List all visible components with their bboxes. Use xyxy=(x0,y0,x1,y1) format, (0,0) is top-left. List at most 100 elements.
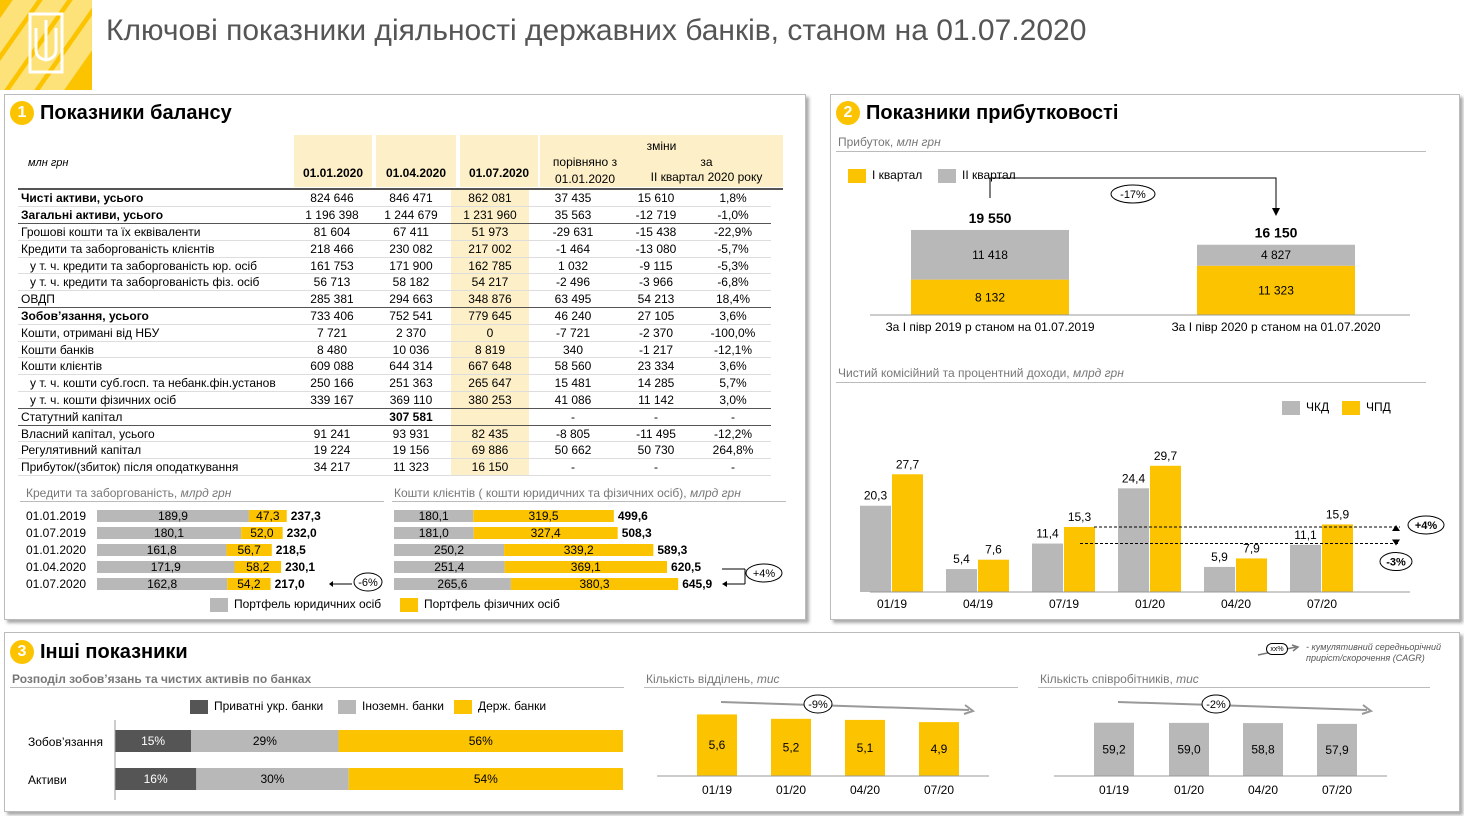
row-label: у т. ч. кошти суб.госп. та небанк.фін.ус… xyxy=(18,374,293,393)
category-label: 07/19 xyxy=(1049,597,1079,611)
bar-label: 47,3 xyxy=(256,509,280,523)
bar-label: 56% xyxy=(469,734,493,748)
table-row: Кошти банків 8 480 10 036 8 819 340 -1 217 -12… xyxy=(18,341,771,359)
bar-label: 20,3 xyxy=(864,489,888,503)
table-row: у т. ч. кредити та заборгованість фіз. о… xyxy=(18,273,771,292)
bar-label: 5,9 xyxy=(1211,550,1228,564)
table-row: у т. ч. кошти фізичних осіб 339 167 369 11… xyxy=(18,391,771,409)
total-label: 508,3 xyxy=(622,526,652,540)
cell-value: 824 646 xyxy=(293,190,371,208)
cell-value: 58 182 xyxy=(371,273,451,292)
cell-value: 50 662 xyxy=(529,441,617,460)
legend-cpd: ЧПД xyxy=(1342,400,1391,415)
category-label: 01.07.2020 xyxy=(26,577,86,591)
row-label: Регулятивний капітал xyxy=(18,441,293,460)
table-row: ОВДП 285 381 294 663 348 876 63 495 54 213 18,… xyxy=(18,290,771,309)
bar-label: 5,2 xyxy=(783,740,800,754)
category-label: 01/20 xyxy=(776,783,806,797)
cell-value: 58 560 xyxy=(529,357,617,376)
bar-label: 11,4 xyxy=(1036,527,1059,541)
bar-label: 15,9 xyxy=(1326,507,1350,521)
bar-label: 327,4 xyxy=(531,526,561,540)
cell-value: 846 471 xyxy=(371,190,451,208)
cmp-date: 01.01.2020 xyxy=(554,172,616,186)
bar-phys xyxy=(227,578,271,590)
bar-segment xyxy=(115,730,192,752)
cell-value: 1,8% xyxy=(695,190,771,208)
bar xyxy=(845,719,885,776)
change-label: +4% xyxy=(1415,520,1438,532)
total-label: 620,5 xyxy=(671,560,701,574)
bar-label: 161,8 xyxy=(147,543,177,557)
cell-value: 67 411 xyxy=(371,223,451,241)
category-label: 01.01.2020 xyxy=(26,543,86,557)
cell-value: 380 253 xyxy=(451,391,529,409)
bar-label: 180,1 xyxy=(154,526,184,540)
trident-icon xyxy=(28,12,64,74)
category-label: 01.01.2019 xyxy=(26,509,86,523)
cell-value: 340 xyxy=(529,341,617,359)
arrow-head xyxy=(1361,704,1374,715)
cell-value: 1 244 679 xyxy=(371,206,451,225)
cell-value: 251 363 xyxy=(371,374,451,393)
total-label: 237,3 xyxy=(291,509,321,523)
bar-cpd xyxy=(978,559,1009,592)
row-label: у т. ч. кредити та заборгованість юр. ос… xyxy=(18,257,293,275)
cell-value: -2 496 xyxy=(529,273,617,292)
table-row: Кредити та заборгованість клієнтів 218 46… xyxy=(18,240,771,258)
arrow-head xyxy=(722,581,727,587)
cell-value: 37 435 xyxy=(529,190,617,208)
bar-ckd xyxy=(860,505,891,592)
bar-label: 265,6 xyxy=(437,577,467,591)
cell-value: 1 231 960 xyxy=(451,206,529,225)
cell-value: -9 115 xyxy=(617,257,695,275)
bar-label: 250,2 xyxy=(434,543,464,557)
legend-q1: I квартал xyxy=(848,168,922,183)
cell-value: -12,1% xyxy=(695,341,771,359)
bar-q1 xyxy=(911,279,1069,315)
bar-legal xyxy=(394,544,505,556)
category-label: 04/20 xyxy=(1221,597,1251,611)
cell-value: 56 713 xyxy=(293,273,371,292)
cell-value: 10 036 xyxy=(371,341,451,359)
total-label: 230,1 xyxy=(285,560,315,574)
change-badge xyxy=(1110,184,1156,204)
cell-value: 54 217 xyxy=(451,273,529,292)
cell-value: 54 213 xyxy=(617,290,695,309)
bar-cpd xyxy=(1064,526,1095,592)
cell-value: -2 370 xyxy=(617,324,695,342)
cell-value: 16 150 xyxy=(451,458,529,477)
bar-label: 58,2 xyxy=(246,560,270,574)
category-label: За I півр 2020 р станом на 01.07.2020 xyxy=(1171,320,1380,334)
table-row: Прибуток/(збиток) після оподаткування 34 … xyxy=(18,458,771,477)
bar-label: 11 323 xyxy=(1258,283,1294,297)
category-label: Активи xyxy=(28,773,67,787)
legend-state: Держ. банки xyxy=(454,699,546,714)
category-label: 07/20 xyxy=(1307,597,1337,611)
change-badge xyxy=(1407,515,1445,535)
cell-value: 752 541 xyxy=(371,307,451,325)
bar-label: 171,9 xyxy=(151,560,181,574)
cell-value: -11 495 xyxy=(617,425,695,443)
change-label: -9% xyxy=(808,699,828,711)
row-label: у т. ч. кредити та заборгованість фіз. о… xyxy=(18,273,293,292)
cell-value: 46 240 xyxy=(529,307,617,325)
total-label: 589,3 xyxy=(657,543,687,557)
section1-title: Показники балансу xyxy=(40,101,232,124)
cell-value: 2 370 xyxy=(371,324,451,342)
cell-value: 18,4% xyxy=(695,290,771,309)
category-label: 01/19 xyxy=(1099,783,1129,797)
trend-arrow xyxy=(720,701,970,711)
cell-value: 15 610 xyxy=(617,190,695,208)
legend-phys-swatch xyxy=(400,597,418,612)
cell-value: -8 805 xyxy=(529,425,617,443)
bar-segment xyxy=(348,768,623,790)
bar-label: 8 132 xyxy=(975,290,1005,304)
loans-title: Кредити та заборгованість, млрд грн xyxy=(26,486,232,500)
income-title: Чистий комісійний та процентний доходи, … xyxy=(838,366,1124,380)
cell-value: 644 314 xyxy=(371,357,451,376)
date-header-bg-3 xyxy=(460,135,538,187)
bar-label: 29% xyxy=(253,734,277,748)
total-label: 217,0 xyxy=(275,577,305,591)
row-label: Загальні активи, усього xyxy=(18,206,293,225)
